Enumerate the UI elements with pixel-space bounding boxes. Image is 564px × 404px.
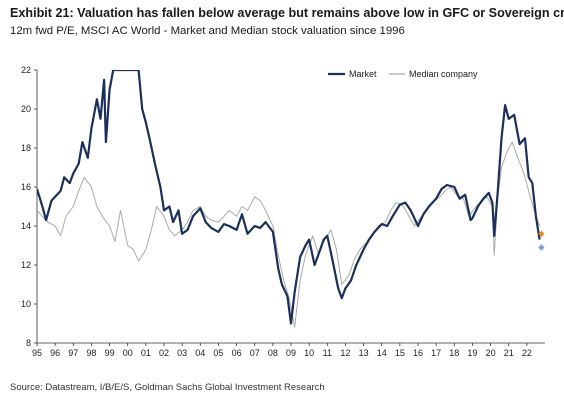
x-tick-label: 97 <box>68 348 78 358</box>
x-tick-label: 95 <box>32 348 42 358</box>
x-tick-label: 01 <box>141 348 151 358</box>
x-tick-label: 10 <box>304 348 314 358</box>
market-latest-marker <box>538 230 545 237</box>
x-tick-label: 17 <box>431 348 441 358</box>
x-tick-label: 12 <box>340 348 350 358</box>
x-tick-label: 21 <box>504 348 514 358</box>
x-tick-label: 19 <box>467 348 477 358</box>
x-tick-label: 00 <box>123 348 133 358</box>
axis-ticks: 8 10 12 14 16 18 20 22 95 96 97 98 99 00 01 02 03 04 05 06 0… <box>21 65 532 358</box>
x-tick-label: 06 <box>232 348 242 358</box>
y-tick-label: 20 <box>21 104 31 114</box>
legend: Market Median company <box>328 69 478 79</box>
y-tick-label: 12 <box>21 260 31 270</box>
x-tick-label: 99 <box>105 348 115 358</box>
x-tick-label: 08 <box>268 348 278 358</box>
x-tick-label: 15 <box>395 348 405 358</box>
y-tick-label: 18 <box>21 143 31 153</box>
x-tick-label: 18 <box>449 348 459 358</box>
x-tick-label: 14 <box>377 348 387 358</box>
x-tick-label: 98 <box>86 348 96 358</box>
market-line <box>37 70 541 325</box>
y-tick-label: 8 <box>26 338 31 348</box>
x-tick-label: 16 <box>413 348 423 358</box>
x-tick-label: 96 <box>50 348 60 358</box>
x-tick-label: 11 <box>323 348 332 358</box>
chart-subtitle: 12m fwd P/E, MSCI AC World - Market and … <box>10 25 405 37</box>
x-tick-label: 03 <box>177 348 187 358</box>
y-tick-label: 14 <box>21 221 31 231</box>
x-tick-label: 05 <box>213 348 223 358</box>
x-tick-label: 02 <box>159 348 169 358</box>
median-latest-marker <box>538 244 545 251</box>
x-tick-label: 09 <box>286 348 296 358</box>
x-tick-label: 04 <box>195 348 205 358</box>
series-group <box>37 70 545 328</box>
chart-title: Exhibit 21: Valuation has fallen below a… <box>10 6 564 20</box>
y-tick-label: 10 <box>21 299 31 309</box>
legend-market-label: Market <box>349 69 377 79</box>
x-tick-label: 13 <box>359 348 369 358</box>
x-tick-label: 07 <box>250 348 260 358</box>
y-tick-label: 16 <box>21 182 31 192</box>
source-note: Source: Datastream, I/B/E/S, Goldman Sac… <box>10 382 325 393</box>
x-tick-label: 22 <box>522 348 532 358</box>
median-company-line <box>37 141 541 328</box>
x-tick-label: 20 <box>486 348 496 358</box>
y-tick-label: 22 <box>21 65 31 75</box>
legend-median-label: Median company <box>409 69 478 79</box>
